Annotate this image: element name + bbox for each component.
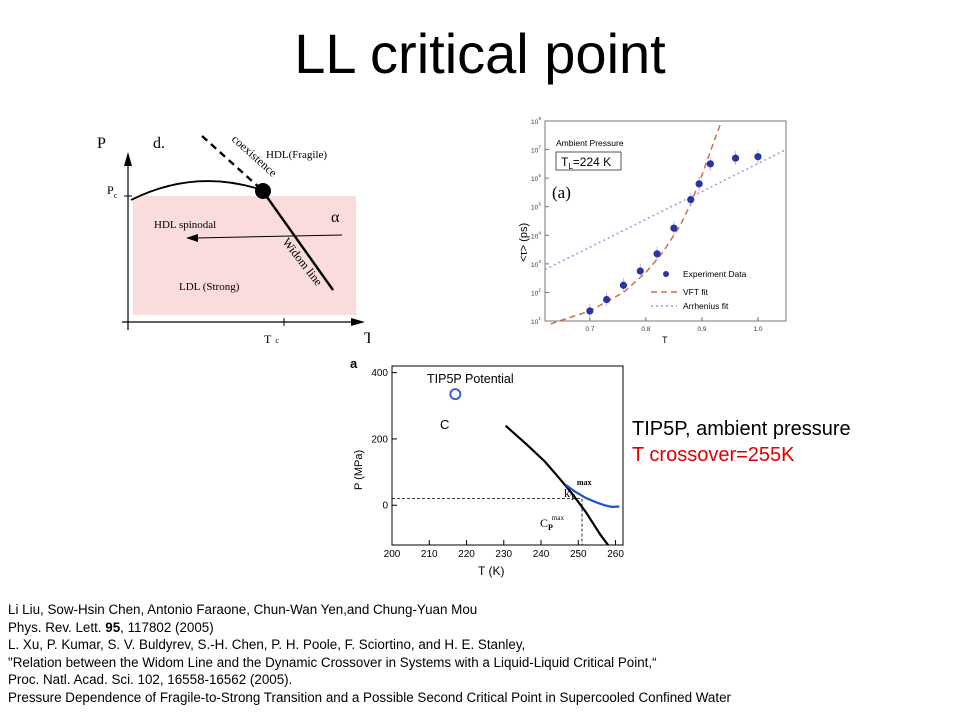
experiment-data-point [670,224,678,232]
experiment-data-point [603,295,611,304]
critical-point-marker [255,183,271,199]
hdl-spinodal-label: HDL spinodal [154,219,216,231]
experiment-data-point [653,250,661,258]
experiment-data-point [636,267,644,275]
reference-volume: 95 [105,619,121,635]
tip5p-chart: 200 210 220 230 240 250 260 0 200 400 a TIP5P Pot… [350,356,624,578]
reference-journal: Phys. Rev. Lett. [8,619,106,635]
relax-y-tick-exponent: 3 [539,259,542,264]
experiment-data-point [586,307,594,315]
x-axis-arrow [351,318,365,326]
reference-line-2: Phys. Rev. Lett. 95, 117802 (2005) [8,619,731,637]
tip5p-xlabel: T (K) [478,564,504,578]
tip5p-x-tick-label: 240 [533,549,550,560]
coexistence-line [201,135,263,191]
panel-letter-a: a [350,356,358,371]
cp-max-label: CPmax [540,514,564,532]
caption: TIP5P, ambient pressure T crossover=255K [632,416,851,468]
spinodal-curve [130,180,263,201]
relax-y-tick-exponent: 5 [539,202,542,207]
tip5p-title: TIP5P Potential [427,372,514,386]
tip5p-x-tick-label: 250 [570,549,587,560]
tl-box [555,151,622,171]
relax-y-tick-label: 10 [531,119,539,126]
pc-label: Pc [107,183,118,200]
tip5p-y-tick-label: 400 [371,368,388,379]
relax-y-tick-label: 10 [531,319,539,326]
caption-line-1: TIP5P, ambient pressure [632,418,851,440]
legend-experiment-label: Experiment Data [683,269,747,279]
relax-x-tick-label: 0.7 [585,326,594,333]
relax-y-tick-exponent: 6 [539,173,542,178]
ldl-strong-label: LDL (Strong) [179,281,240,293]
panel-label-a: (a) [552,183,571,202]
relax-y-tick-label: 10 [531,262,539,269]
relax-x-tick-label: 0.8 [641,326,650,333]
tip5p-blue-curve [564,483,620,509]
relax-x-tick-label: 0.9 [697,326,706,333]
ambient-pressure-title: Ambient Pressure [556,138,624,148]
tip5p-x-tick-label: 230 [495,549,512,560]
reference-line-6: Pressure Dependence of Fragile-to-Strong… [8,689,731,705]
relax-y-tick-exponent: 2 [539,287,542,292]
critical-point-c-marker [449,388,462,401]
relaxation-xlabel: T [662,335,668,345]
relax-y-tick-label: 10 [531,205,539,212]
c-label: C [440,417,449,432]
alpha-label: α [331,209,340,226]
references: Li Liu, Sow-Hsin Chen, Antonio Faraone, … [8,601,731,707]
tl-label: TL=224 K [561,155,611,171]
panel-label-d: d. [153,135,165,152]
experiment-data-point [754,153,762,161]
relax-y-tick-label: 10 [531,176,539,183]
tip5p-ylabel: P (MPa) [353,450,365,490]
relax-y-tick-exponent: 7 [539,145,542,150]
tip5p-x-tick-label: 210 [421,549,438,560]
reference-line-4: "Relation between the Widom Line and the… [8,654,657,670]
relax-x-tick-label: 1.0 [753,326,762,333]
ldl-region [133,196,356,315]
p-axis-label: P [97,135,106,152]
relaxation-chart-background [512,112,802,348]
slide-title: LL critical point [294,22,666,85]
legend-vft-label: VFT fit [683,287,709,297]
tip5p-black-curve [504,424,609,546]
hdl-fragile-label: HDL(Fragile) [266,149,327,161]
legend-arrhenius-label: Arrhenius fit [683,301,729,311]
reference-line-3: L. Xu, P. Kumar, S. V. Buldyrev, S.-H. C… [8,637,526,653]
y-axis-arrow [124,152,132,166]
tip5p-x-tick-label: 200 [384,549,401,560]
kt-max-label: kTmax [564,478,592,502]
legend-experiment-marker [663,271,669,277]
tip5p-y-tick-label: 0 [382,501,388,512]
tip5p-plot-frame [391,365,624,546]
relax-y-tick-label: 10 [531,148,539,155]
tip5p-y-tick-label: 200 [371,434,388,445]
phase-diagram: P d. HDL(Fragile) coexistence Pc HDL spi… [97,132,370,347]
relax-y-tick-label: 10 [531,233,539,240]
experiment-data-point [731,154,740,162]
relaxation-ylabel: <τ> (ps) [518,223,530,262]
t-axis-label: T [364,330,370,347]
tip5p-x-tick-label: 260 [607,549,624,560]
relax-y-tick-exponent: 1 [539,316,542,321]
alpha-arrow-head [186,234,198,242]
widom-line [261,189,334,291]
relax-y-tick-label: 10 [531,290,539,297]
experiment-data-point [695,180,703,188]
reference-pages: , 117802 (2005) [120,619,214,635]
experiment-data-point [619,281,628,289]
tip5p-x-tick-label: 220 [458,549,475,560]
reference-line-1: Li Liu, Sow-Hsin Chen, Antonio Faraone, … [8,602,478,617]
relax-y-tick-exponent: 8 [539,116,542,121]
alpha-arrow [195,234,343,239]
caption-line-2: T crossover=255K [632,444,795,466]
experiment-data-point [687,195,695,204]
relax-y-tick-exponent: 4 [539,230,542,235]
relaxation-plot-frame [544,120,787,322]
reference-line-5: Proc. Natl. Acad. Sci. 102, 16558-16562 … [8,672,293,688]
experiment-data-point [706,160,714,168]
